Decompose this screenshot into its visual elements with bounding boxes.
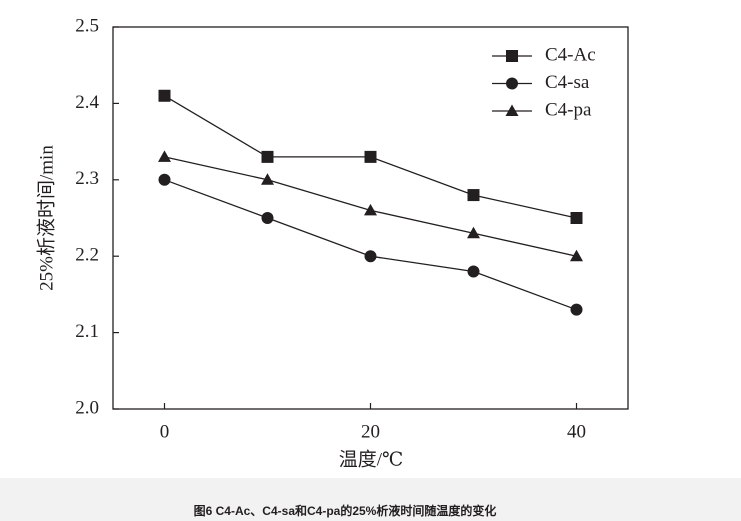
x-axis-label: 温度/℃	[339, 448, 404, 470]
y-tick-label: 2.5	[75, 15, 99, 36]
legend-marker	[506, 50, 518, 62]
x-tick-label: 20	[361, 421, 380, 442]
y-axis-label: 25%析液时间/min	[35, 145, 57, 291]
x-tick-label: 0	[160, 421, 170, 442]
y-tick-label: 2.1	[75, 321, 99, 342]
legend-label: C4-pa	[545, 99, 592, 120]
marker	[364, 203, 377, 216]
marker	[570, 303, 583, 316]
marker	[261, 150, 274, 163]
marker	[158, 173, 171, 186]
marker	[261, 173, 274, 185]
marker	[467, 265, 480, 278]
marker	[364, 150, 377, 163]
legend-label: C4-Ac	[545, 44, 596, 65]
legend-label: C4-sa	[545, 72, 590, 93]
legend-marker	[506, 77, 518, 90]
legend-marker	[505, 104, 519, 116]
marker	[467, 189, 480, 202]
marker	[261, 212, 274, 224]
series-line	[164, 179, 577, 311]
caption: 图6 C4-Ac、C4-sa和C4-pa的25%析液时间随温度的变化	[194, 503, 497, 518]
marker	[158, 150, 171, 162]
marker	[158, 89, 171, 102]
y-tick-label: 2.4	[75, 92, 99, 113]
marker	[364, 250, 377, 263]
y-tick-label: 2.3	[75, 168, 99, 189]
marker	[570, 212, 583, 224]
y-tick-label: 2.0	[75, 397, 99, 418]
caption-band	[0, 478, 741, 521]
x-tick-label: 40	[567, 421, 586, 442]
y-tick-label: 2.2	[75, 245, 99, 266]
marker	[467, 226, 480, 239]
marker	[570, 249, 583, 262]
